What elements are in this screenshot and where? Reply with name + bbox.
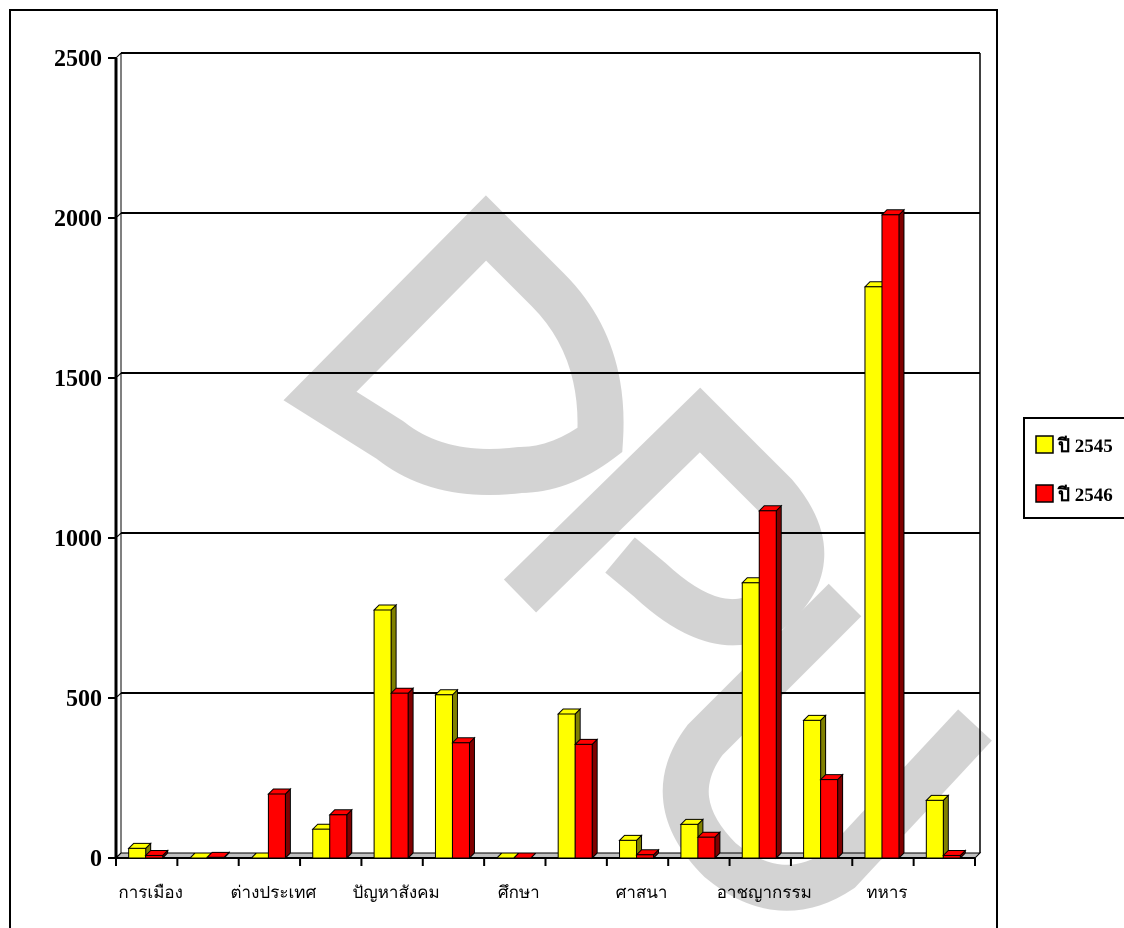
legend-swatch-2546 [1035,484,1054,503]
y-tick-label: 1000 [54,526,102,552]
y-tick-label: 0 [90,846,102,872]
bar-side [898,208,905,860]
bar-side [942,794,949,860]
x-tick-label: การเมือง [118,883,183,902]
bar-2546 [635,848,660,860]
legend-swatch-2545 [1035,435,1054,454]
bar-front [697,836,716,859]
bar-2546 [267,787,292,860]
x-axis-tick-labels: การเมือง ต่างประเทศ ปัญหาสังคม ศึกษา ศาสนา อา… [118,883,907,902]
y-axis-tick-labels: 0 500 1000 1500 2000 2500 [54,46,102,872]
bar-front [557,713,576,859]
bar-side [346,808,353,860]
x-tick-label: อาชญากรรม [717,883,812,902]
bar-front [128,847,147,859]
bar-front [758,510,777,859]
bar-front [942,854,961,859]
bar-front [864,286,883,859]
bar-front [312,828,331,859]
bar-front [329,814,348,859]
bar-front [434,694,453,859]
bar-front [636,854,655,859]
bar-2546 [696,830,722,860]
watermark-letter-u [662,583,992,911]
bar-side [407,686,414,860]
bar-front [881,214,900,859]
bar-front [390,692,409,859]
y-tick-label: 2000 [54,206,102,232]
bar-2546 [205,851,231,860]
watermark-letter-d [283,195,624,495]
bars-layer [127,208,967,860]
bar-front [803,719,822,859]
legend: ปี 2545 ปี 2546 [1023,417,1124,519]
bar-front [451,742,470,859]
bar-2546 [942,849,967,860]
y-tick-label: 2500 [54,46,102,72]
x-tick-label: ปัญหาสังคม [352,883,439,902]
bar-2546 [144,849,169,860]
bar-2545 [127,842,152,860]
y-tick-label: 500 [66,686,102,712]
y-tick-label: 1500 [54,366,102,392]
legend-box [1023,417,1124,519]
bar-side [837,773,844,860]
bar-2546 [451,736,476,860]
bar-front [574,743,593,859]
bar-2546 [389,686,415,860]
bar-side [591,738,598,860]
chart-area-border [9,9,998,928]
legend-label-2545: ปี 2545 [1057,435,1113,457]
bar-front [267,793,286,859]
x-tick-label: ทหาร [866,883,907,902]
bar-side [468,736,475,860]
bar-top [512,852,538,859]
bar-front [741,582,760,859]
bar-front [680,823,699,859]
bar-2546 [573,738,599,860]
bar-front [925,799,944,859]
bar-front [820,779,839,859]
bar-2546 [819,773,844,860]
bar-2546 [512,852,538,859]
bar-front [373,609,392,859]
bar-2546 [880,208,906,860]
bar-2545 [925,794,950,860]
bar-side [775,504,782,860]
legend-label-2546: ปี 2546 [1057,484,1113,506]
bar-front [619,839,638,859]
bar-front [145,854,164,859]
y-depth-line [115,52,122,59]
x-tick-label: ศาสนา [616,883,668,902]
bar-side [284,787,291,860]
x-tick-label: ต่างประเทศ [231,883,317,902]
bar-front [206,856,225,859]
x-tick-label: ศึกษา [498,883,540,902]
bar-2546 [758,504,783,860]
bar-2546 [328,808,353,860]
